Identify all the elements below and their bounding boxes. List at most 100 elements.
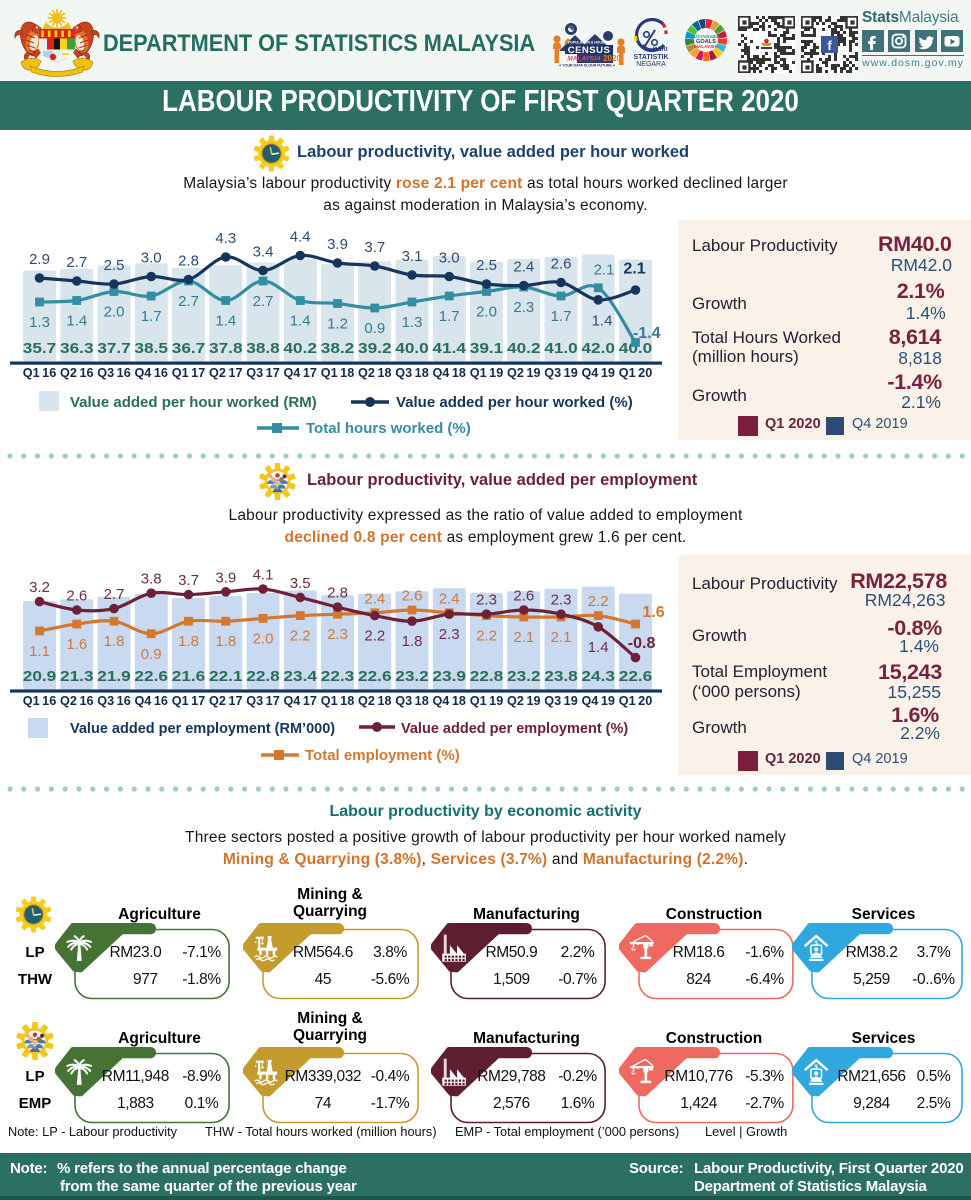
svg-text:2.6: 2.6 [513, 588, 534, 605]
svg-text:22.1: 22.1 [209, 668, 243, 685]
svg-text:0.9: 0.9 [364, 320, 385, 337]
svg-text:NEGARA: NEGARA [636, 61, 666, 68]
svg-text:23.8: 23.8 [544, 668, 578, 685]
svg-text:Q3 18: Q3 18 [395, 693, 429, 708]
svg-text:Q1 16: Q1 16 [23, 365, 57, 380]
svg-text:36.7: 36.7 [172, 340, 206, 357]
svg-text:42.0: 42.0 [581, 340, 615, 357]
svg-text:Q2 19: Q2 19 [507, 693, 541, 708]
svg-text:Q1 16: Q1 16 [23, 693, 57, 708]
svg-text:1.2: 1.2 [327, 316, 348, 333]
svg-text:Q3 19: Q3 19 [544, 365, 578, 380]
svg-text:Q1 17: Q1 17 [172, 693, 206, 708]
svg-text:2.7: 2.7 [104, 586, 125, 603]
svg-text:3.7: 3.7 [178, 572, 199, 589]
svg-text:21.3: 21.3 [60, 668, 94, 685]
svg-text:36.3: 36.3 [60, 340, 94, 357]
svg-text:1.1: 1.1 [29, 643, 50, 660]
svg-text:2020: 2020 [603, 54, 621, 63]
svg-text:1.7: 1.7 [439, 308, 460, 325]
svg-text:1.3: 1.3 [402, 314, 423, 331]
svg-text:1.4: 1.4 [66, 313, 87, 330]
svg-text:2.3: 2.3 [551, 592, 572, 609]
svg-text:22.8: 22.8 [246, 668, 280, 685]
svg-text:-1.4: -1.4 [633, 325, 661, 342]
svg-text:2.2: 2.2 [476, 628, 497, 645]
svg-text:2.5: 2.5 [476, 257, 497, 274]
svg-text:2.9: 2.9 [29, 251, 50, 268]
svg-text:1.8: 1.8 [215, 633, 236, 650]
svg-text:Q2 18: Q2 18 [358, 365, 392, 380]
svg-text:22.6: 22.6 [134, 668, 168, 685]
svg-text:2.2: 2.2 [290, 628, 311, 645]
svg-text:1.4: 1.4 [588, 639, 609, 656]
svg-text:2.8: 2.8 [327, 585, 348, 602]
svg-text:24.3: 24.3 [581, 668, 615, 685]
svg-text:● YOUR DATA IS OUR FUTURE ●: ● YOUR DATA IS OUR FUTURE ● [559, 64, 615, 68]
svg-text:1.7: 1.7 [141, 308, 162, 325]
svg-text:☯: ☯ [567, 25, 574, 34]
svg-text:3.9: 3.9 [327, 236, 348, 253]
svg-text:Q3 19: Q3 19 [544, 693, 578, 708]
svg-text:SUSTAINABLE: SUSTAINABLE [691, 34, 721, 39]
svg-text:2.1: 2.1 [551, 629, 572, 646]
svg-text:23.9: 23.9 [432, 668, 466, 685]
svg-text:3.8: 3.8 [141, 571, 162, 588]
svg-text:Q2 19: Q2 19 [507, 365, 541, 380]
svg-text:40.2: 40.2 [507, 340, 541, 357]
svg-text:Q4 19: Q4 19 [581, 365, 615, 380]
svg-text:2.2: 2.2 [364, 628, 385, 645]
svg-text:3.7: 3.7 [364, 239, 385, 256]
svg-text:1.4: 1.4 [592, 313, 613, 330]
svg-text:37.7: 37.7 [97, 340, 131, 357]
svg-text:1.3: 1.3 [29, 314, 50, 331]
svg-text:3.0: 3.0 [141, 250, 162, 267]
svg-text:3.2: 3.2 [29, 579, 50, 596]
svg-text:1.8: 1.8 [178, 633, 199, 650]
svg-text:-0.8: -0.8 [628, 635, 656, 652]
svg-text:22.6: 22.6 [358, 668, 392, 685]
svg-text:Q4 17: Q4 17 [283, 693, 317, 708]
svg-text:f: f [827, 38, 832, 53]
svg-text:23.2: 23.2 [507, 668, 541, 685]
svg-text:22.3: 22.3 [321, 668, 355, 685]
svg-text:2.5: 2.5 [104, 257, 125, 274]
svg-text:37.8: 37.8 [209, 340, 243, 357]
svg-text:2.7: 2.7 [178, 293, 199, 310]
svg-text:HARI: HARI [652, 46, 667, 53]
svg-text:Q1 18: Q1 18 [321, 693, 355, 708]
svg-text:MALAYSIA: MALAYSIA [567, 56, 601, 63]
svg-text:Q1 19: Q1 19 [470, 365, 504, 380]
svg-text:2.7: 2.7 [66, 254, 87, 271]
svg-text:Q3 16: Q3 16 [97, 693, 131, 708]
svg-text:3.1: 3.1 [402, 248, 423, 265]
svg-text:2.7: 2.7 [253, 293, 274, 310]
svg-text:38.8: 38.8 [246, 340, 280, 357]
svg-text:Q4 16: Q4 16 [134, 693, 168, 708]
svg-text:CENSUS: CENSUS [568, 45, 611, 56]
svg-text:35.7: 35.7 [23, 340, 57, 357]
svg-text:Q3 17: Q3 17 [246, 693, 280, 708]
svg-text:21.6: 21.6 [172, 668, 206, 685]
svg-text:38.5: 38.5 [134, 340, 168, 357]
svg-text:3.5: 3.5 [290, 575, 311, 592]
svg-text:1.6: 1.6 [66, 636, 87, 653]
svg-text:2.4: 2.4 [439, 590, 460, 607]
svg-text:1.7: 1.7 [551, 308, 572, 325]
svg-text:$: $ [814, 940, 818, 947]
svg-text:40.0: 40.0 [619, 340, 653, 357]
svg-text:STATISTIK: STATISTIK [633, 54, 668, 61]
svg-text:41.0: 41.0 [544, 340, 578, 357]
svg-text:Q4 16: Q4 16 [134, 365, 168, 380]
svg-text:2.1: 2.1 [513, 629, 534, 646]
svg-text:Q2 17: Q2 17 [209, 693, 243, 708]
svg-text:1.4: 1.4 [215, 313, 236, 330]
svg-text:21.9: 21.9 [97, 668, 131, 685]
svg-text:1.6: 1.6 [642, 604, 664, 621]
svg-text:2.4: 2.4 [364, 590, 385, 607]
svg-text:Q2 18: Q2 18 [358, 693, 392, 708]
svg-text:4.3: 4.3 [215, 230, 236, 247]
svg-text:4.4: 4.4 [290, 229, 311, 246]
svg-text:20.9: 20.9 [23, 668, 57, 685]
svg-text:Q1 20: Q1 20 [619, 693, 653, 708]
